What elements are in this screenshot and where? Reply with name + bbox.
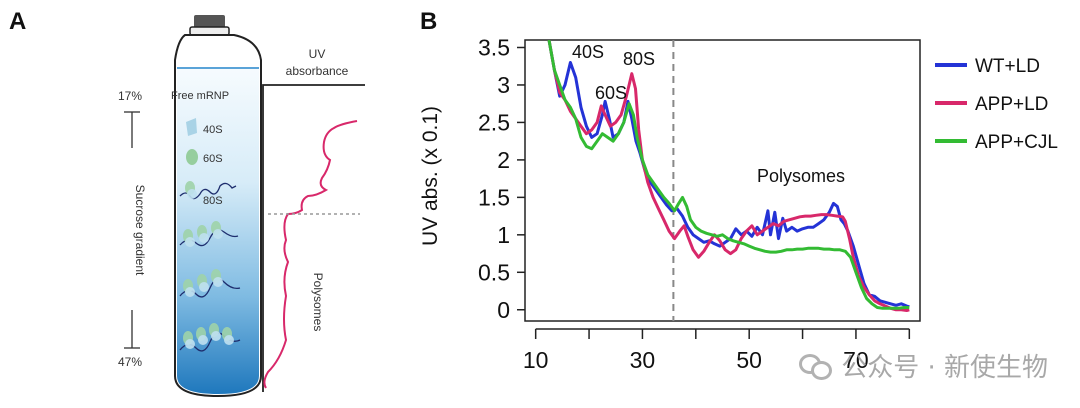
watermark: 公众号 · 新使生物	[799, 347, 1048, 384]
legend: WT+LD APP+LD APP+CJL	[935, 56, 1058, 153]
annotation-40s: 40S	[572, 42, 604, 62]
series-line-app-cjl	[547, 40, 910, 310]
panel-a: Free mRNP 40S 60S 80S 17% 47%	[118, 15, 365, 398]
x-tick-label: 50	[736, 347, 762, 373]
series-line-app-ld	[547, 40, 910, 312]
watermark-text: 公众号 · 新使生物	[841, 353, 1048, 383]
uv-trace-axes	[262, 84, 365, 392]
y-tick-label: 1.5	[478, 184, 510, 210]
uv-trace-line	[263, 120, 358, 389]
polysome-band-3	[179, 323, 241, 352]
ribo-60s-icon	[186, 149, 198, 165]
bottom-percent-label: 47%	[118, 355, 142, 369]
y-tick-label: 2.5	[478, 109, 510, 135]
y-tick-label: 2	[497, 147, 510, 173]
legend-label: APP+CJL	[975, 132, 1058, 153]
polysome-band-1	[179, 221, 239, 247]
panel-a-letter: A	[9, 8, 27, 35]
annotation-80s: 80S	[623, 49, 655, 69]
polysome-band-2	[179, 269, 241, 298]
y-tick-label: 0.5	[478, 259, 510, 285]
y-tick-label: 1	[497, 222, 510, 248]
x-tick-label: 10	[523, 347, 549, 373]
tube-neck	[189, 26, 230, 36]
label-40s: 40S	[203, 124, 223, 136]
wechat-icon	[799, 352, 833, 380]
axes: 0 0.5 1 1.5 2 2.5 3 3.5 UV abs. (x 0.1) 10 30 50 70	[419, 34, 911, 373]
panel-b-letter: B	[420, 8, 438, 35]
tube-cap	[194, 15, 225, 29]
x-tick-label: 70	[843, 347, 869, 373]
band-40s: 40S	[186, 118, 223, 136]
y-tick-label: 3	[497, 72, 510, 98]
gradient-label: Sucrose gradient	[133, 185, 147, 276]
label-80s: 80S	[203, 195, 223, 207]
panel-b: 00.511.522.533.5UV abs. (x 0.1)10 30 50 70 …	[419, 34, 1058, 373]
annotation-polysomes: Polysomes	[757, 166, 845, 186]
y-tick-label: 3.5	[478, 34, 510, 60]
free-mrnp-label: Free mRNP	[171, 90, 229, 102]
legend-label: WT+LD	[975, 56, 1040, 77]
uv-title-line2: absorbance	[286, 64, 349, 78]
ribo-40s-icon	[186, 118, 197, 136]
x-tick-label: 30	[630, 347, 656, 373]
uv-title-line1: UV	[309, 47, 326, 61]
legend-label: APP+LD	[975, 94, 1048, 115]
band-80s: 80S	[179, 181, 237, 207]
annotation-layer: 40S 60S 80S Polysomes	[572, 42, 845, 186]
band-60s: 60S	[186, 149, 223, 165]
annotation-60s: 60S	[595, 83, 627, 103]
label-60s: 60S	[203, 153, 223, 165]
polysomes-side-label: Polysomes	[311, 273, 325, 332]
plot-frame	[524, 39, 921, 322]
top-percent-label: 17%	[118, 89, 142, 103]
y-tick-label: 0	[497, 297, 510, 323]
series-layer	[547, 40, 910, 312]
y-axis-label: UV abs. (x 0.1)	[419, 106, 442, 246]
